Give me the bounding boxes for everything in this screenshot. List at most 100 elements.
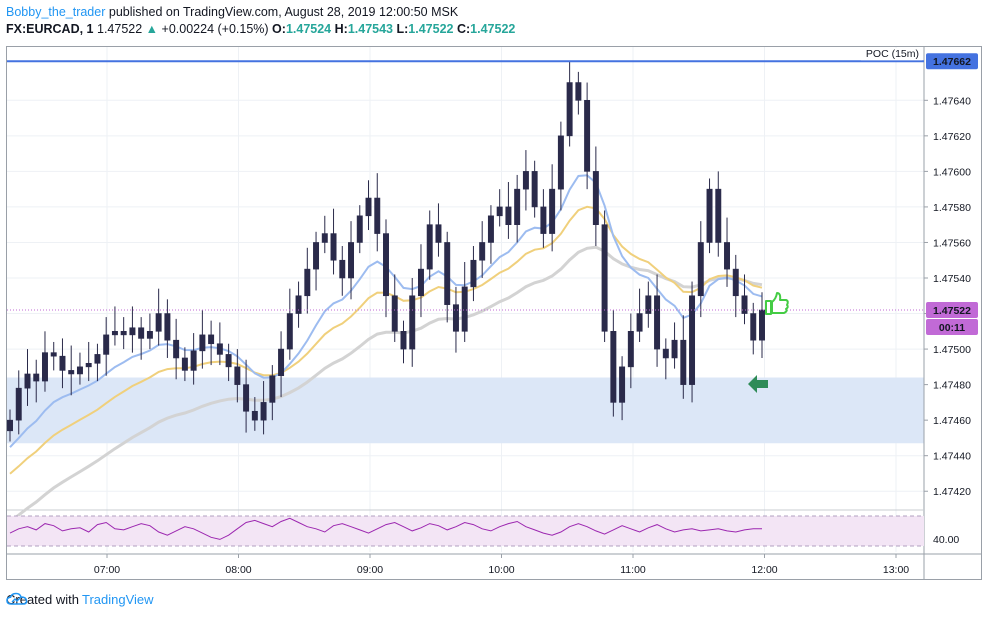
change-arrow-icon: ▲: [145, 22, 159, 36]
candle-body: [234, 366, 241, 385]
candle-body: [129, 327, 136, 336]
time-tick-label: 09:00: [357, 564, 383, 576]
change-value: +0.00224 (+0.15%): [161, 22, 269, 36]
candle-body: [59, 355, 66, 371]
candle-body: [286, 313, 293, 350]
low-label: L:: [396, 22, 409, 36]
candle-body: [627, 331, 634, 368]
candle-body: [173, 339, 180, 359]
tradingview-cloud-icon[interactable]: [6, 592, 28, 606]
candle-body: [330, 233, 337, 261]
support-zone: [7, 377, 924, 444]
candle-body: [400, 331, 407, 350]
candle-body: [365, 197, 372, 217]
price-tick-label: 1.47600: [933, 166, 971, 178]
candle-body: [706, 188, 713, 243]
candle-body: [662, 348, 669, 359]
high-label: H:: [334, 22, 348, 36]
candle-body: [750, 313, 757, 341]
candle-body: [680, 339, 687, 385]
time-tick-label: 12:00: [751, 564, 777, 576]
author-link[interactable]: Bobby_the_trader: [6, 5, 106, 19]
candle-body: [654, 295, 661, 350]
candle-body: [697, 242, 704, 297]
poc-price-tag-text: 1.47662: [933, 56, 971, 68]
symbol-label[interactable]: FX:EURCAD, 1: [6, 22, 94, 36]
candle-body: [522, 171, 529, 190]
current-price-tag: [926, 301, 978, 318]
candle-body: [575, 82, 582, 101]
price-tick-label: 1.47500: [933, 344, 971, 356]
candle-body: [111, 331, 118, 336]
time-tick-label: 08:00: [225, 564, 251, 576]
candle-body: [435, 224, 442, 243]
candle-body: [619, 366, 626, 403]
price-tick-label: 1.47480: [933, 380, 971, 392]
rsi-band: [7, 516, 924, 546]
candle-body: [374, 197, 381, 234]
candle-body: [391, 295, 398, 332]
candle-body: [444, 242, 451, 305]
time-tick-label: 10:00: [488, 564, 514, 576]
candle-body: [41, 352, 48, 382]
candle-body: [759, 309, 765, 341]
candle-body: [260, 402, 267, 421]
low-value: 1.47522: [408, 22, 454, 36]
last-price: 1.47522: [97, 22, 143, 36]
price-tick-label: 1.47540: [933, 273, 971, 285]
rsi-tick-label: 40.00: [933, 534, 959, 546]
publish-line: Bobby_the_trader published on TradingVie…: [6, 4, 515, 21]
price-tick-label: 1.47620: [933, 131, 971, 143]
candle-body: [103, 334, 110, 355]
candle-body: [146, 331, 153, 339]
footer: Created with TradingView: [6, 592, 154, 607]
price-tick-label: 1.47640: [933, 95, 971, 107]
candle-body: [531, 171, 538, 208]
candle-body: [557, 135, 564, 190]
candle-body: [715, 188, 722, 243]
candle-body: [251, 410, 258, 421]
candle-body: [540, 206, 547, 234]
candle-body: [225, 354, 232, 368]
candle-body: [645, 295, 652, 314]
candle-body: [15, 387, 22, 421]
chart-header: Bobby_the_trader published on TradingVie…: [6, 4, 515, 38]
candle-body: [24, 373, 31, 389]
candle-body: [216, 343, 223, 355]
candle-body: [383, 233, 389, 297]
candle-body: [155, 313, 162, 332]
thumbs-up-shape: [765, 292, 789, 315]
chart-frame[interactable]: [6, 46, 982, 580]
candle-body: [76, 366, 83, 375]
candle-body: [689, 295, 696, 385]
ma-grey-line: [9, 245, 763, 523]
candle-body: [671, 339, 678, 359]
candle-body: [138, 327, 145, 339]
current-price-tag-text: 1.47522: [933, 305, 971, 317]
arrow-left-icon: [748, 375, 768, 393]
candle-body: [724, 242, 731, 270]
time-tick-label: 13:00: [883, 564, 909, 576]
candle-body: [549, 188, 556, 234]
candle-body: [321, 233, 328, 243]
candle-body: [592, 171, 599, 225]
candle-body: [732, 268, 739, 297]
candle-body: [269, 375, 276, 403]
countdown-tag: [926, 318, 978, 335]
candle-body: [636, 313, 643, 332]
candle-body: [7, 419, 13, 432]
close-label: C:: [456, 22, 471, 36]
time-tick-label: 11:00: [620, 564, 646, 576]
candle-body: [68, 370, 75, 375]
candle-body: [181, 357, 188, 371]
candle-body: [190, 350, 197, 371]
candle-body: [417, 268, 424, 297]
candle-body: [601, 224, 608, 332]
rsi-line: [9, 517, 762, 540]
open-label: O:: [272, 22, 286, 36]
thumbs-up-icon: [765, 292, 789, 315]
poc-label-bg: [861, 48, 922, 61]
tradingview-brand[interactable]: TradingView: [81, 592, 154, 607]
candle-body: [120, 331, 127, 336]
